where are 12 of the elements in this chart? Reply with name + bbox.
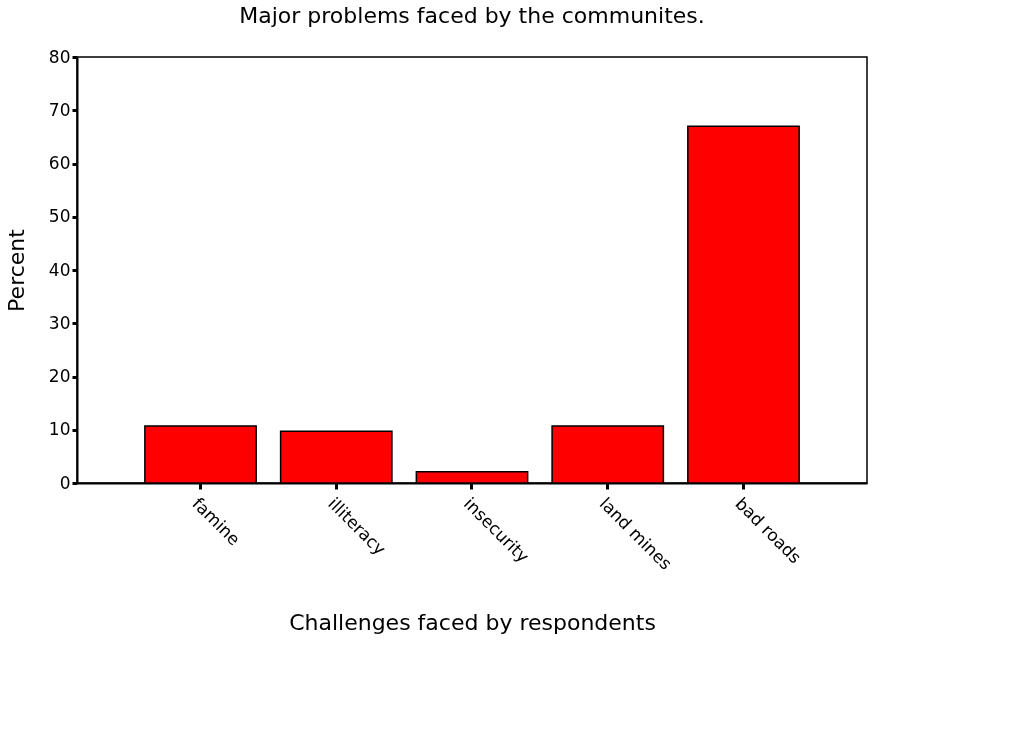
y-tick-label: 60: [48, 153, 71, 173]
y-tick-label: 80: [48, 46, 71, 67]
chart-title: Major problems faced by the communites.: [239, 3, 705, 28]
y-tick-label: 50: [48, 206, 71, 227]
y-tick-label: 40: [48, 259, 71, 280]
x-axis-title: Challenges faced by respondents: [289, 609, 656, 635]
y-tick-label: 0: [59, 472, 71, 493]
y-tick-label: 70: [48, 99, 71, 120]
y-tick-label: 30: [48, 312, 71, 333]
y-tick-label: 20: [48, 366, 71, 386]
y-axis-title: Percent: [3, 228, 29, 312]
y-tick-label: 10: [48, 419, 71, 440]
